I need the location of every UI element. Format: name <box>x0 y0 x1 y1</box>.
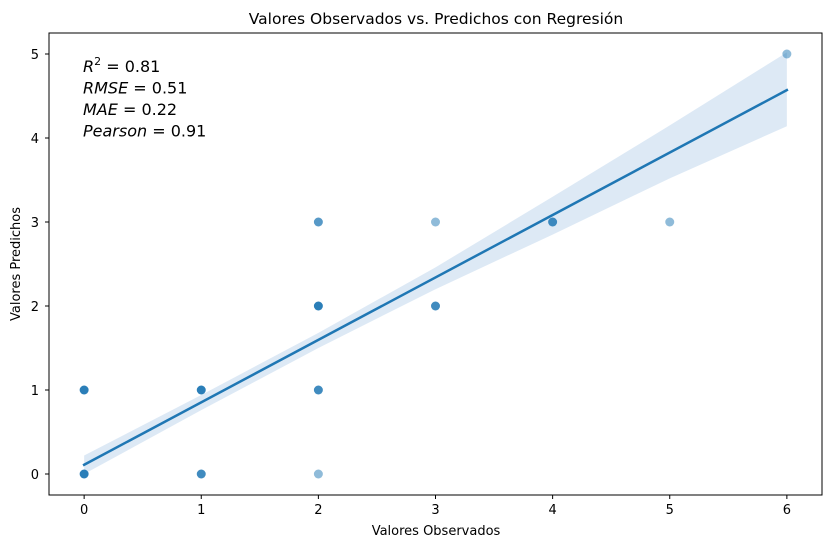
y-tick-label: 1 <box>31 384 39 399</box>
x-tick-label: 6 <box>783 503 791 518</box>
regression-line <box>82 88 789 467</box>
y-axis: 0 1 2 3 4 5 <box>31 48 49 483</box>
x-tick-label: 5 <box>666 503 674 518</box>
data-point <box>313 217 323 227</box>
metric-text: Pearson = 0.91 <box>83 122 206 141</box>
y-tick-label: 4 <box>31 132 39 147</box>
data-point <box>313 385 323 395</box>
data-point <box>196 385 206 395</box>
x-axis: 0 1 2 3 4 5 6 <box>80 495 791 518</box>
y-tick-label: 0 <box>31 468 39 483</box>
points-layer <box>79 49 792 479</box>
chart-title: Valores Observados vs. Predichos con Reg… <box>249 10 623 28</box>
x-tick-label: 0 <box>80 503 88 518</box>
data-point <box>313 469 323 479</box>
metric-text: RMSE = 0.51 <box>83 79 187 98</box>
data-point <box>196 469 206 479</box>
y-tick-label: 2 <box>31 300 39 315</box>
data-point <box>782 49 792 59</box>
data-point <box>548 217 558 227</box>
data-point <box>431 301 440 311</box>
y-axis-label: Valores Predichos <box>9 207 24 321</box>
metric-text: R2 = 0.81 <box>83 55 160 76</box>
confidence-band-layer <box>84 52 787 474</box>
data-point <box>313 301 323 311</box>
data-point <box>665 217 675 227</box>
x-tick-label: 1 <box>197 503 205 518</box>
y-tick-label: 5 <box>31 48 39 63</box>
x-tick-label: 4 <box>548 503 556 518</box>
x-tick-label: 2 <box>314 503 322 518</box>
data-point <box>431 217 440 227</box>
metrics-annotation: R2 = 0.81 RMSE = 0.51 MAE = 0.22 Pearson = … <box>83 55 206 141</box>
y-tick-label: 3 <box>31 216 39 231</box>
x-axis-label: Valores Observados <box>372 524 501 539</box>
data-point <box>79 385 89 395</box>
metric-text: MAE = 0.22 <box>83 100 177 119</box>
x-tick-label: 3 <box>431 503 439 518</box>
regression-line-layer <box>82 88 789 467</box>
confidence-band <box>84 52 787 474</box>
data-point <box>79 469 89 479</box>
